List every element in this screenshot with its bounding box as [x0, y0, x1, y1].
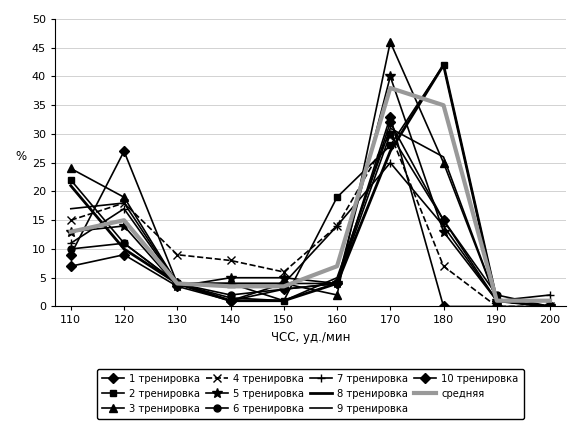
Y-axis label: %: %	[15, 150, 26, 163]
X-axis label: ЧСС, уд./мин: ЧСС, уд./мин	[271, 331, 350, 344]
Legend: 1 тренировка, 2 тренировка, 3 тренировка, 4 тренировка, 5 тренировка, 6 трениров: 1 тренировка, 2 тренировка, 3 тренировка…	[97, 369, 523, 419]
